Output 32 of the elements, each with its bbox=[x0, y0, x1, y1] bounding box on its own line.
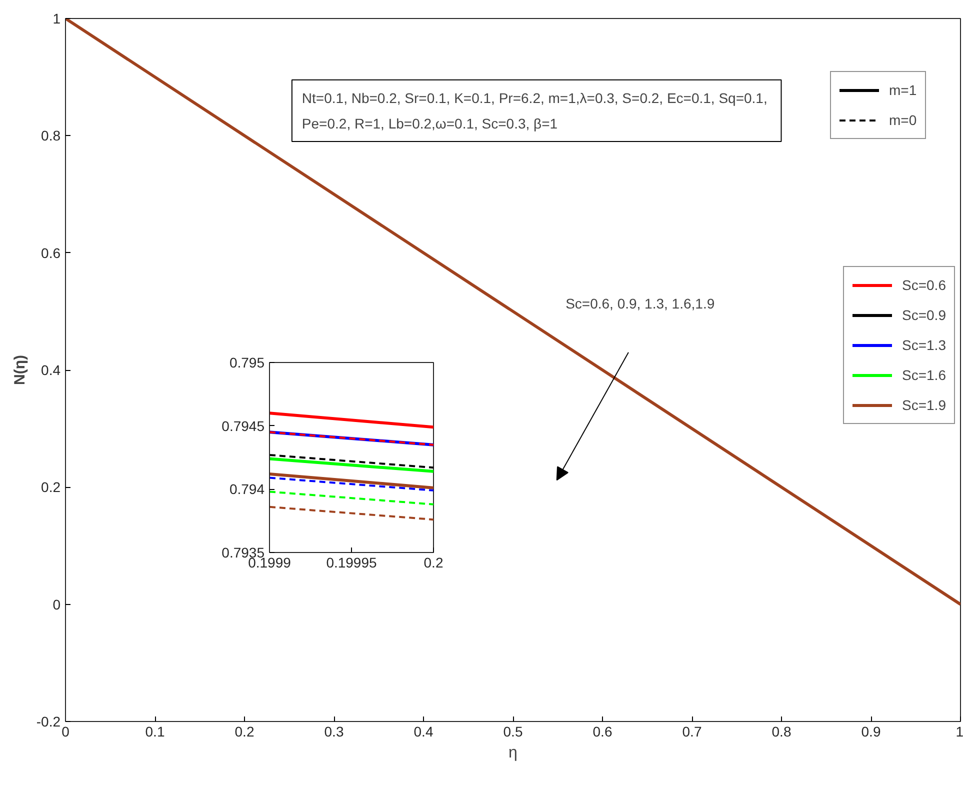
y-tick-label: 0.8 bbox=[41, 128, 61, 144]
x-tick-label: 0.7 bbox=[682, 724, 702, 740]
x-tick-label: 0.6 bbox=[592, 724, 612, 740]
x-tick-label: 1 bbox=[956, 724, 963, 740]
y-tick-label: 0.7945 bbox=[222, 418, 265, 434]
legend-label: Sc=0.9 bbox=[902, 307, 946, 323]
annotation: Nt=0.1, Nb=0.2, Sr=0.1, K=0.1, Pr=6.2, m=1,λ=0.3, S=0.2, Ec=0.1, Sq=0.1, Pe=0.2, R=1, Lb=0.2,ω=0.1, Sc=0.3, β=1 bbox=[302, 90, 768, 132]
x-tick-label: 0.9 bbox=[861, 724, 881, 740]
y-tick-label: -0.2 bbox=[36, 714, 61, 730]
x-tick-label: 0.19995 bbox=[326, 554, 378, 570]
y-axis-title: N(η) bbox=[11, 354, 28, 385]
x-tick-label: 0.1 bbox=[145, 724, 165, 740]
y-tick-label: 1 bbox=[52, 10, 61, 26]
legend-label: Sc=1.3 bbox=[902, 337, 946, 353]
y-tick-label: 0.794 bbox=[229, 481, 265, 498]
legend-label: m=0 bbox=[889, 112, 917, 128]
legend-label: m=1 bbox=[889, 82, 917, 98]
y-tick-label: 0 bbox=[52, 596, 61, 612]
y-tick-label: 0.2 bbox=[41, 479, 61, 496]
legend-label: Sc=1.9 bbox=[902, 397, 946, 413]
y-tick-label: 0.4 bbox=[41, 362, 61, 378]
x-tick-label: 0.3 bbox=[324, 724, 344, 740]
x-tick-label: 0.4 bbox=[414, 724, 434, 740]
y-tick-label: 0.6 bbox=[41, 244, 61, 261]
annotation: Sc=0.6, 0.9, 1.3, 1.6,1.9 bbox=[566, 295, 715, 312]
x-tick-label: 0.8 bbox=[772, 724, 792, 740]
legend-label: Sc=0.6 bbox=[902, 277, 946, 293]
x-axis-title: η bbox=[508, 744, 518, 762]
legend-label: Sc=1.6 bbox=[902, 367, 946, 383]
y-tick-label: 0.795 bbox=[229, 354, 265, 370]
x-tick-label: 0.5 bbox=[503, 724, 523, 740]
x-tick-label: 0.2 bbox=[424, 554, 444, 570]
